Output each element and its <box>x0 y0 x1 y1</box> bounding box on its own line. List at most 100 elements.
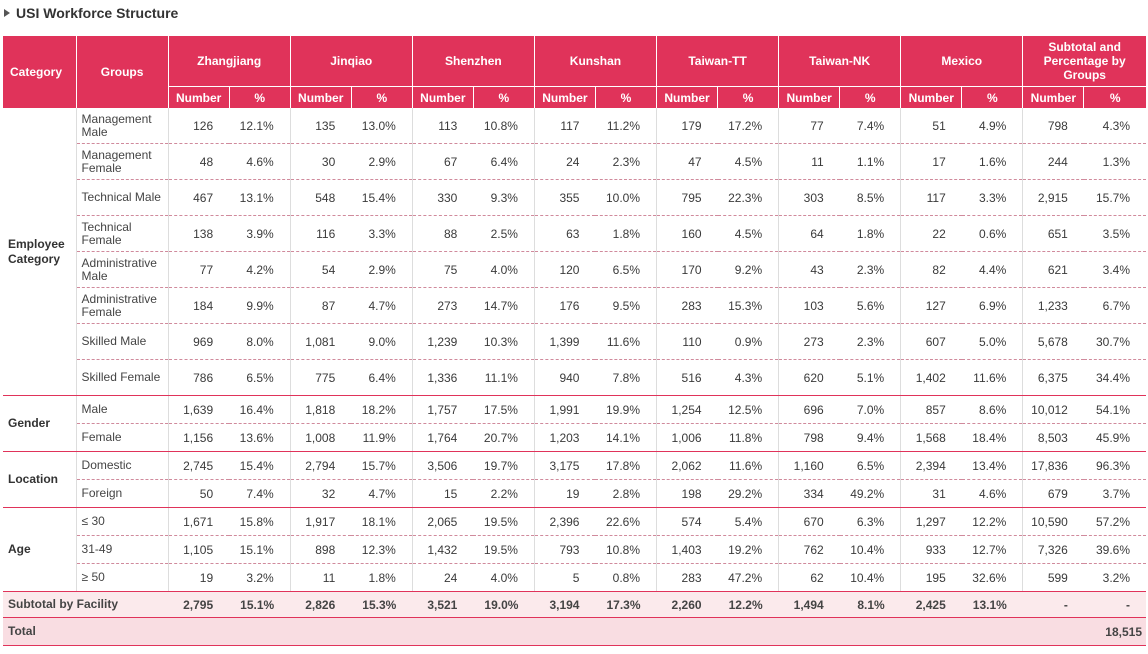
percent-cell: 29.2% <box>717 479 780 508</box>
number-cell: 2,065 <box>412 507 474 536</box>
percent-cell: 7.4% <box>229 479 291 508</box>
number-cell: 798 <box>778 423 840 452</box>
percent-cell: 15.7% <box>351 451 413 480</box>
percent-cell: 3.3% <box>351 215 413 252</box>
percent-cell: 1.1% <box>839 143 902 180</box>
group-cell: ≥ 50 <box>76 563 169 592</box>
number-cell: 64 <box>778 215 840 252</box>
number-cell: 2,396 <box>534 507 596 536</box>
number-cell: 51 <box>900 108 962 144</box>
number-cell: 330 <box>412 179 474 216</box>
number-cell: 6,375 <box>1022 359 1084 396</box>
total-row: Total 18,515 <box>3 617 1146 646</box>
subtotal-number-cell: 2,260 <box>656 591 718 618</box>
percent-cell: 0.6% <box>961 215 1024 252</box>
subtotal-row: Subtotal by Facility 2,795 15.1% 2,826 15.3%… <box>3 591 1146 618</box>
percent-cell: 30.7% <box>1083 323 1146 360</box>
number-cell: 135 <box>290 108 352 144</box>
percent-cell: 6.7% <box>1083 287 1146 324</box>
number-cell: 7,326 <box>1022 535 1084 564</box>
number-cell: 160 <box>656 215 718 252</box>
number-cell: 30 <box>290 143 352 180</box>
number-cell: 599 <box>1022 563 1084 592</box>
percent-cell: 12.2% <box>961 507 1024 536</box>
percent-cell: 13.4% <box>961 451 1024 480</box>
header-site: Zhangjiang <box>167 36 291 87</box>
percent-cell: 2.5% <box>473 215 535 252</box>
percent-cell: 15.3% <box>717 287 780 324</box>
percent-cell: 4.5% <box>717 215 780 252</box>
table-row: Location Domestic 2,745 15.4% 2,794 15.7% 3,50… <box>3 451 1146 508</box>
number-cell: 195 <box>900 563 962 592</box>
number-cell: 283 <box>656 287 718 324</box>
number-cell: 798 <box>1022 108 1084 144</box>
group-cell: Management Female <box>76 143 169 180</box>
percent-cell: 20.7% <box>473 423 535 452</box>
number-cell: 607 <box>900 323 962 360</box>
percent-cell: 13.1% <box>229 179 291 216</box>
percent-cell: 14.7% <box>473 287 535 324</box>
number-cell: 303 <box>778 179 840 216</box>
percent-cell: 2.9% <box>351 143 413 180</box>
number-cell: 1,399 <box>534 323 596 360</box>
number-cell: 273 <box>412 287 474 324</box>
number-cell: 651 <box>1022 215 1084 252</box>
subtotal-percent-cell: 12.2% <box>717 591 779 618</box>
group-cell: ≤ 30 <box>76 507 169 536</box>
header-number: Number <box>533 86 596 108</box>
total-value: 18,515 <box>1022 617 1146 646</box>
percent-cell: 19.2% <box>717 535 780 564</box>
percent-cell: 4.7% <box>351 479 413 508</box>
number-cell: 898 <box>290 535 352 564</box>
header-percent: % <box>717 86 779 108</box>
number-cell: 795 <box>656 179 718 216</box>
percent-cell: 6.5% <box>229 359 291 396</box>
header-percent: % <box>228 86 291 108</box>
number-cell: 679 <box>1022 479 1084 508</box>
percent-cell: 9.3% <box>473 179 535 216</box>
total-label: Total <box>3 617 169 646</box>
number-cell: 1,432 <box>412 535 474 564</box>
percent-cell: 15.8% <box>229 507 291 536</box>
percent-cell: 0.9% <box>717 323 780 360</box>
percent-cell: 6.9% <box>961 287 1024 324</box>
percent-cell: 6.4% <box>351 359 413 396</box>
number-cell: 621 <box>1022 251 1084 288</box>
table-row: Technical Male 467 13.1% 548 15.4% 330 9.3% 355… <box>3 179 1146 216</box>
number-cell: 120 <box>534 251 596 288</box>
header-percent: % <box>472 86 535 108</box>
number-cell: 50 <box>168 479 230 508</box>
percent-cell: 18.2% <box>351 395 413 424</box>
number-cell: 198 <box>656 479 718 508</box>
number-cell: 88 <box>412 215 474 252</box>
category-cell: Location <box>3 451 77 508</box>
category-cell: Age <box>3 507 77 592</box>
table-row: Age ≤ 30 1,671 15.8% 1,917 18.1% 2,065 19.5% 2,3… <box>3 507 1146 592</box>
header-number: Number <box>778 86 840 108</box>
category-cell: Gender <box>3 395 77 452</box>
number-cell: 273 <box>778 323 840 360</box>
percent-cell: 3.2% <box>1083 563 1146 592</box>
percent-cell: 3.9% <box>229 215 291 252</box>
number-cell: 696 <box>778 395 840 424</box>
percent-cell: 12.7% <box>961 535 1024 564</box>
number-cell: 184 <box>168 287 230 324</box>
number-cell: 1,764 <box>412 423 474 452</box>
percent-cell: 1.3% <box>1083 143 1146 180</box>
header-site: Kunshan <box>533 36 657 87</box>
number-cell: 10,012 <box>1022 395 1084 424</box>
percent-cell: 15.1% <box>229 535 291 564</box>
header-number: Number <box>1022 86 1084 108</box>
percent-cell: 11.1% <box>473 359 535 396</box>
number-cell: 1,156 <box>168 423 230 452</box>
page-title: USI Workforce Structure <box>16 5 179 21</box>
percent-cell: 22.3% <box>717 179 780 216</box>
percent-cell: 17.8% <box>595 451 658 480</box>
number-cell: 3,175 <box>534 451 596 480</box>
number-cell: 62 <box>778 563 840 592</box>
number-cell: 244 <box>1022 143 1084 180</box>
number-cell: 19 <box>168 563 230 592</box>
group-cell: Technical Female <box>76 215 169 252</box>
number-cell: 54 <box>290 251 352 288</box>
percent-cell: 4.0% <box>473 563 535 592</box>
